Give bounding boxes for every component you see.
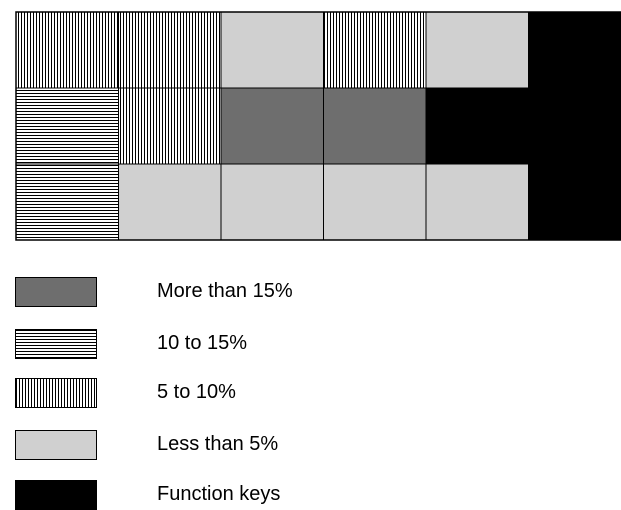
grid-cell-five-to-10	[119, 88, 222, 164]
grid-cell-more-than-15	[324, 88, 427, 164]
grid-cell-less-than-5	[119, 164, 222, 240]
grid-cell-function-keys	[529, 164, 621, 240]
grid-cell-function-keys	[529, 12, 621, 88]
grid-cell-less-than-5	[426, 12, 529, 88]
legend-label-more-than-15: More than 15%	[157, 280, 293, 303]
legend-label-5-to-10: 5 to 10%	[157, 381, 236, 404]
legend-label-less-than-5: Less than 5%	[157, 433, 278, 456]
legend-swatch-10-to-15	[15, 329, 97, 359]
grid-cell-ten-to-15	[16, 88, 119, 164]
grid-cell-function-keys	[529, 88, 621, 164]
legend-swatch-function-keys	[15, 480, 97, 510]
grid-cell-function-keys	[426, 88, 529, 164]
grid-cell-less-than-5	[221, 164, 324, 240]
grid-cell-five-to-10	[324, 12, 427, 88]
grid-cell-less-than-5	[221, 12, 324, 88]
legend-label-function-keys: Function keys	[157, 483, 280, 506]
grid-cell-less-than-5	[324, 164, 427, 240]
legend-swatch-less-than-5	[15, 430, 97, 460]
legend-label-10-to-15: 10 to 15%	[157, 332, 247, 355]
grid-cell-five-to-10	[119, 12, 222, 88]
grid-cell-five-to-10	[16, 12, 119, 88]
legend-swatch-more-than-15	[15, 277, 97, 307]
grid-cell-less-than-5	[426, 164, 529, 240]
legend-swatch-5-to-10	[15, 378, 97, 408]
grid-cell-ten-to-15	[16, 164, 119, 240]
keyboard-usage-grid	[0, 0, 621, 250]
grid-cell-more-than-15	[221, 88, 324, 164]
